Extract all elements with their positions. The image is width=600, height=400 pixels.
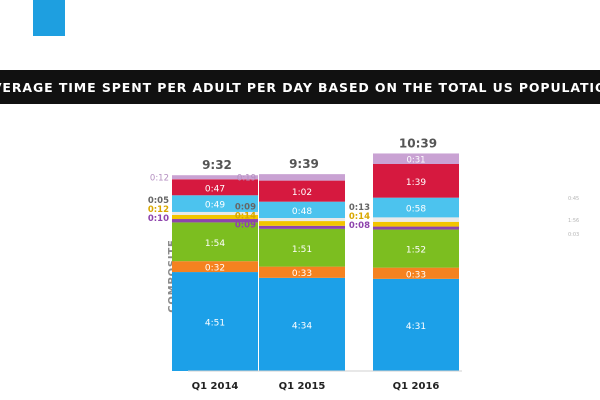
data-label: 0:05 (148, 196, 169, 206)
bar-segment (259, 174, 345, 181)
data-label: 0:13 (349, 203, 370, 213)
data-label: 1:51 (292, 245, 312, 255)
side-label: 0:45 (568, 196, 579, 202)
data-label: 0:33 (292, 269, 312, 279)
data-label: 4:31 (406, 322, 426, 332)
bar-segment (172, 261, 258, 273)
bar-segment (373, 267, 459, 279)
data-label: 0:12 (150, 173, 169, 183)
data-label: 0:08 (349, 221, 370, 231)
bar-segment (373, 217, 459, 222)
bar-segment (259, 221, 345, 226)
bar-segment (172, 195, 258, 212)
x-tick-label: Q1 2016 (393, 381, 440, 392)
bar-segment (373, 197, 459, 218)
bar-segment (373, 221, 459, 227)
bar-segment (259, 277, 345, 371)
bar-segment (259, 218, 345, 222)
bar-segment (259, 201, 345, 218)
total-label: 9:39 (289, 157, 319, 171)
data-label: 0:14 (349, 212, 370, 222)
bar-segment (259, 228, 345, 267)
side-label: 1:56 (568, 218, 579, 224)
bar-segment (259, 180, 345, 202)
data-label: 1:54 (205, 239, 225, 249)
data-label: 0:10 (148, 214, 169, 224)
data-label: 0:09 (235, 202, 256, 212)
data-label: 0:49 (205, 201, 225, 211)
nielsen-logo (33, 0, 65, 36)
data-label: 0:47 (205, 184, 225, 194)
bar-segment (172, 219, 258, 223)
data-label: 0:32 (205, 264, 225, 274)
bar-segment (172, 214, 258, 220)
total-label: 9:32 (202, 158, 232, 172)
chart-title: AVERAGE TIME SPENT PER ADULT PER DAY BAS… (0, 70, 600, 104)
x-tick-label: Q1 2015 (279, 381, 326, 392)
data-label: 1:02 (292, 188, 312, 198)
data-label: 0:09 (235, 220, 256, 230)
data-label: 0:14 (235, 211, 256, 221)
data-label: 1:52 (406, 246, 426, 256)
data-label: 0:19 (237, 173, 256, 183)
bar-segment (172, 272, 258, 371)
bar-segment (373, 229, 459, 268)
side-label: 0:03 (568, 232, 579, 238)
bar-segment (373, 164, 459, 198)
bar-segment (373, 226, 459, 230)
data-label: 0:31 (406, 156, 425, 166)
bar-segment (373, 153, 459, 164)
data-label: 0:12 (148, 205, 169, 215)
data-label: 4:34 (292, 321, 312, 331)
data-label: 0:48 (292, 207, 312, 217)
bar-segment (172, 211, 258, 215)
x-tick-label: Q1 2014 (192, 381, 239, 392)
bar-segment (259, 225, 345, 229)
bar-segment (172, 179, 258, 196)
data-label: 0:58 (406, 205, 426, 215)
bar-segment (259, 266, 345, 278)
data-label: 1:39 (406, 178, 426, 188)
bar-segment (172, 175, 258, 180)
bar-segment (172, 222, 258, 262)
total-label: 10:39 (399, 136, 437, 150)
data-label: 0:33 (406, 270, 426, 280)
data-label: 4:51 (205, 319, 225, 329)
bar-segment (373, 278, 459, 371)
